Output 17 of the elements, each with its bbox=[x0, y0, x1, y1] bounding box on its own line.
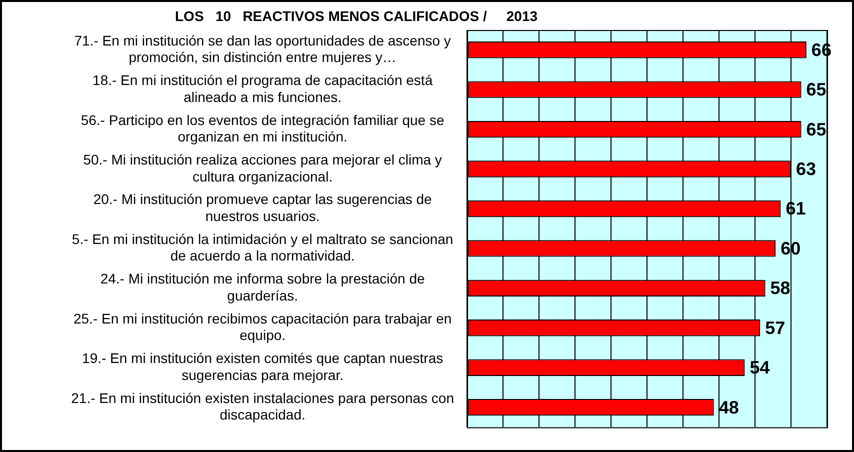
y-tick-label: 24.- Mi institución me informa sobre la prestación de guarderías. bbox=[100, 270, 426, 304]
y-tick-label: 19.- En mi institución existen comités que captan nuestras sugerencias para mejorar. bbox=[82, 350, 444, 383]
y-tick-label: 20.- Mi institución promueve captar las sugerencias de nuestros usuarios. bbox=[93, 191, 432, 224]
y-tick-label: 18.- En mi institución el programa de capacitación está alineado a mis funciones. bbox=[92, 72, 433, 105]
chart-title: LOS 10 REACTIVOS MENOS CALIFICADOS / 2013 bbox=[175, 8, 538, 24]
data-label: 65 bbox=[806, 119, 826, 140]
data-label: 65 bbox=[806, 80, 826, 100]
y-tick-label: 56.- Participo en los eventos de integración familiar que se organizan en mi institución. bbox=[80, 112, 444, 145]
data-label: 63 bbox=[796, 158, 816, 179]
y-tick-label: 21.- En mi institución existen instalaciones para personas con discapacidad. bbox=[71, 390, 454, 423]
data-label: 57 bbox=[765, 318, 786, 338]
data-label: 58 bbox=[770, 278, 790, 298]
y-tick-label: 50.- Mi institución realiza acciones para mejorar el clima y cultura organizacional. bbox=[83, 151, 442, 184]
y-tick-label: 5.- En mi institución la intimidación y el maltrato se sancionan de acuerdo a la normatividad. bbox=[72, 230, 454, 264]
y-tick-label: 25.- En mi institución recibimos capacitación para trabajar en equipo. bbox=[73, 310, 452, 344]
y-tick-label: 71.- En mi institución se dan las oportunidades de ascenso y promoción, sin distinción entre mujeres y… bbox=[74, 32, 451, 66]
data-label: 48 bbox=[718, 397, 739, 418]
